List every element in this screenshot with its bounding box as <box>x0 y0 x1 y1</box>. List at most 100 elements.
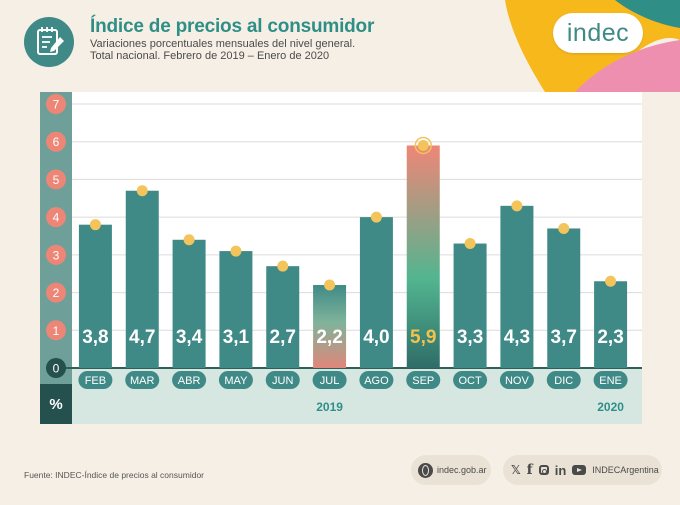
bar-nov <box>500 205 534 368</box>
youtube-icon[interactable] <box>572 465 587 475</box>
website-text: indec.gob.ar <box>437 465 487 475</box>
y-tick-bubble <box>46 169 66 190</box>
y-tick-bubble <box>46 320 66 341</box>
y-tick-bubble <box>46 358 66 378</box>
x-tick-label: JUN <box>272 375 293 387</box>
x-tick-label: AGO <box>364 375 389 387</box>
category-pill <box>78 371 113 389</box>
category-pill <box>453 371 488 389</box>
x-tick-label: NOV <box>505 375 530 387</box>
chart-title: Índice de precios al consumidor <box>90 16 375 37</box>
y-tick-bubble <box>46 94 66 114</box>
y-tick-bubble <box>46 282 66 303</box>
x-tick-label: DIC <box>554 375 573 387</box>
value-dot <box>511 200 523 212</box>
x-tick-label: MAR <box>130 375 155 387</box>
chart-subtitle-line1: Variaciones porcentuales mensuales del n… <box>90 38 356 50</box>
y-tick-label: 4 <box>53 211 60 225</box>
chart-subtitle-line2: Total nacional. Febrero de 2019 – Enero … <box>90 50 330 62</box>
x-tick-label: ABR <box>178 375 201 387</box>
category-pill <box>359 371 394 389</box>
y-tick-label: 5 <box>53 173 60 187</box>
category-pill <box>406 371 441 389</box>
instagram-icon[interactable] <box>538 465 549 475</box>
facebook-icon[interactable]: f <box>526 462 533 478</box>
data-label: 2,7 <box>270 327 296 348</box>
value-dot <box>136 185 148 197</box>
x-tick-label: SEP <box>412 375 434 387</box>
value-dot <box>89 219 101 231</box>
value-dot <box>183 234 195 246</box>
data-label: 3,8 <box>82 327 108 348</box>
y-tick-bubble <box>46 207 66 228</box>
document-edit-icon <box>24 17 74 67</box>
bar-feb <box>78 224 112 368</box>
x-tick-label: MAY <box>224 375 248 387</box>
percent-box <box>40 384 72 424</box>
data-label: 3,7 <box>551 327 577 348</box>
value-dot <box>605 275 617 287</box>
data-label: 4,3 <box>504 327 530 348</box>
y-axis-unit: % <box>49 396 62 413</box>
value-dot <box>277 260 289 272</box>
category-pill <box>172 371 207 389</box>
value-dot <box>464 238 476 250</box>
bar-ene <box>594 281 628 368</box>
highlight-ring <box>414 136 432 155</box>
category-pill <box>546 371 581 389</box>
y-tick-label: 1 <box>53 324 60 338</box>
data-label: 5,9 <box>410 327 436 348</box>
category-pill <box>218 371 253 389</box>
value-dot <box>324 279 336 291</box>
x-tick-label: FEB <box>85 375 106 387</box>
category-pill <box>125 371 160 389</box>
bar-sep <box>406 145 440 368</box>
indec-logo[interactable]: indec <box>553 13 643 53</box>
category-pill <box>265 371 300 389</box>
x-tick-label: ENE <box>599 375 622 387</box>
data-label: 4,7 <box>129 327 155 348</box>
data-label: 3,4 <box>176 327 203 348</box>
year-label-2019: 2019 <box>316 400 343 414</box>
category-pill <box>499 371 534 389</box>
globe-icon <box>418 462 433 478</box>
social-handle: INDECArgentina <box>592 465 659 475</box>
website-link[interactable]: indec.gob.ar <box>411 455 491 485</box>
bar-mar <box>125 190 159 368</box>
category-pill <box>593 371 628 389</box>
y-tick-label: 6 <box>53 135 60 149</box>
y-tick-label: 2 <box>53 286 60 300</box>
data-label: 3,1 <box>223 327 250 348</box>
y-tick-bubble <box>46 244 66 265</box>
x-tick-label: OCT <box>458 375 482 387</box>
linkedin-icon[interactable]: in <box>554 462 567 478</box>
bar-dic <box>547 228 581 368</box>
y-tick-label: 3 <box>53 248 60 262</box>
bar-ago <box>359 217 393 368</box>
value-dot <box>558 222 570 234</box>
category-pill <box>312 371 347 389</box>
bar-jun <box>266 266 300 368</box>
data-label: 2,2 <box>316 327 342 348</box>
source-note: Fuente: INDEC-Índice de precios al consu… <box>24 470 204 480</box>
x-axis-band <box>72 368 642 424</box>
social-links: 𝕏 f in INDECArgentina <box>503 455 662 485</box>
bar-abr <box>172 239 206 368</box>
value-dot <box>370 211 382 223</box>
value-dot <box>417 139 429 151</box>
data-label: 2,3 <box>597 327 623 348</box>
twitter-icon[interactable]: 𝕏 <box>511 463 521 477</box>
x-tick-label: JUL <box>320 375 340 387</box>
y-tick-label: 0 <box>53 362 60 376</box>
y-tick-label: 7 <box>53 98 60 112</box>
bar-jul <box>313 285 347 368</box>
year-label-2020: 2020 <box>597 400 624 414</box>
bar-may <box>219 251 253 368</box>
data-label: 3,3 <box>457 327 483 348</box>
y-tick-bubble <box>46 131 66 152</box>
data-label: 4,0 <box>363 327 389 348</box>
bar-oct <box>453 243 487 368</box>
logo-teal-shape <box>615 0 680 28</box>
value-dot <box>230 245 242 257</box>
